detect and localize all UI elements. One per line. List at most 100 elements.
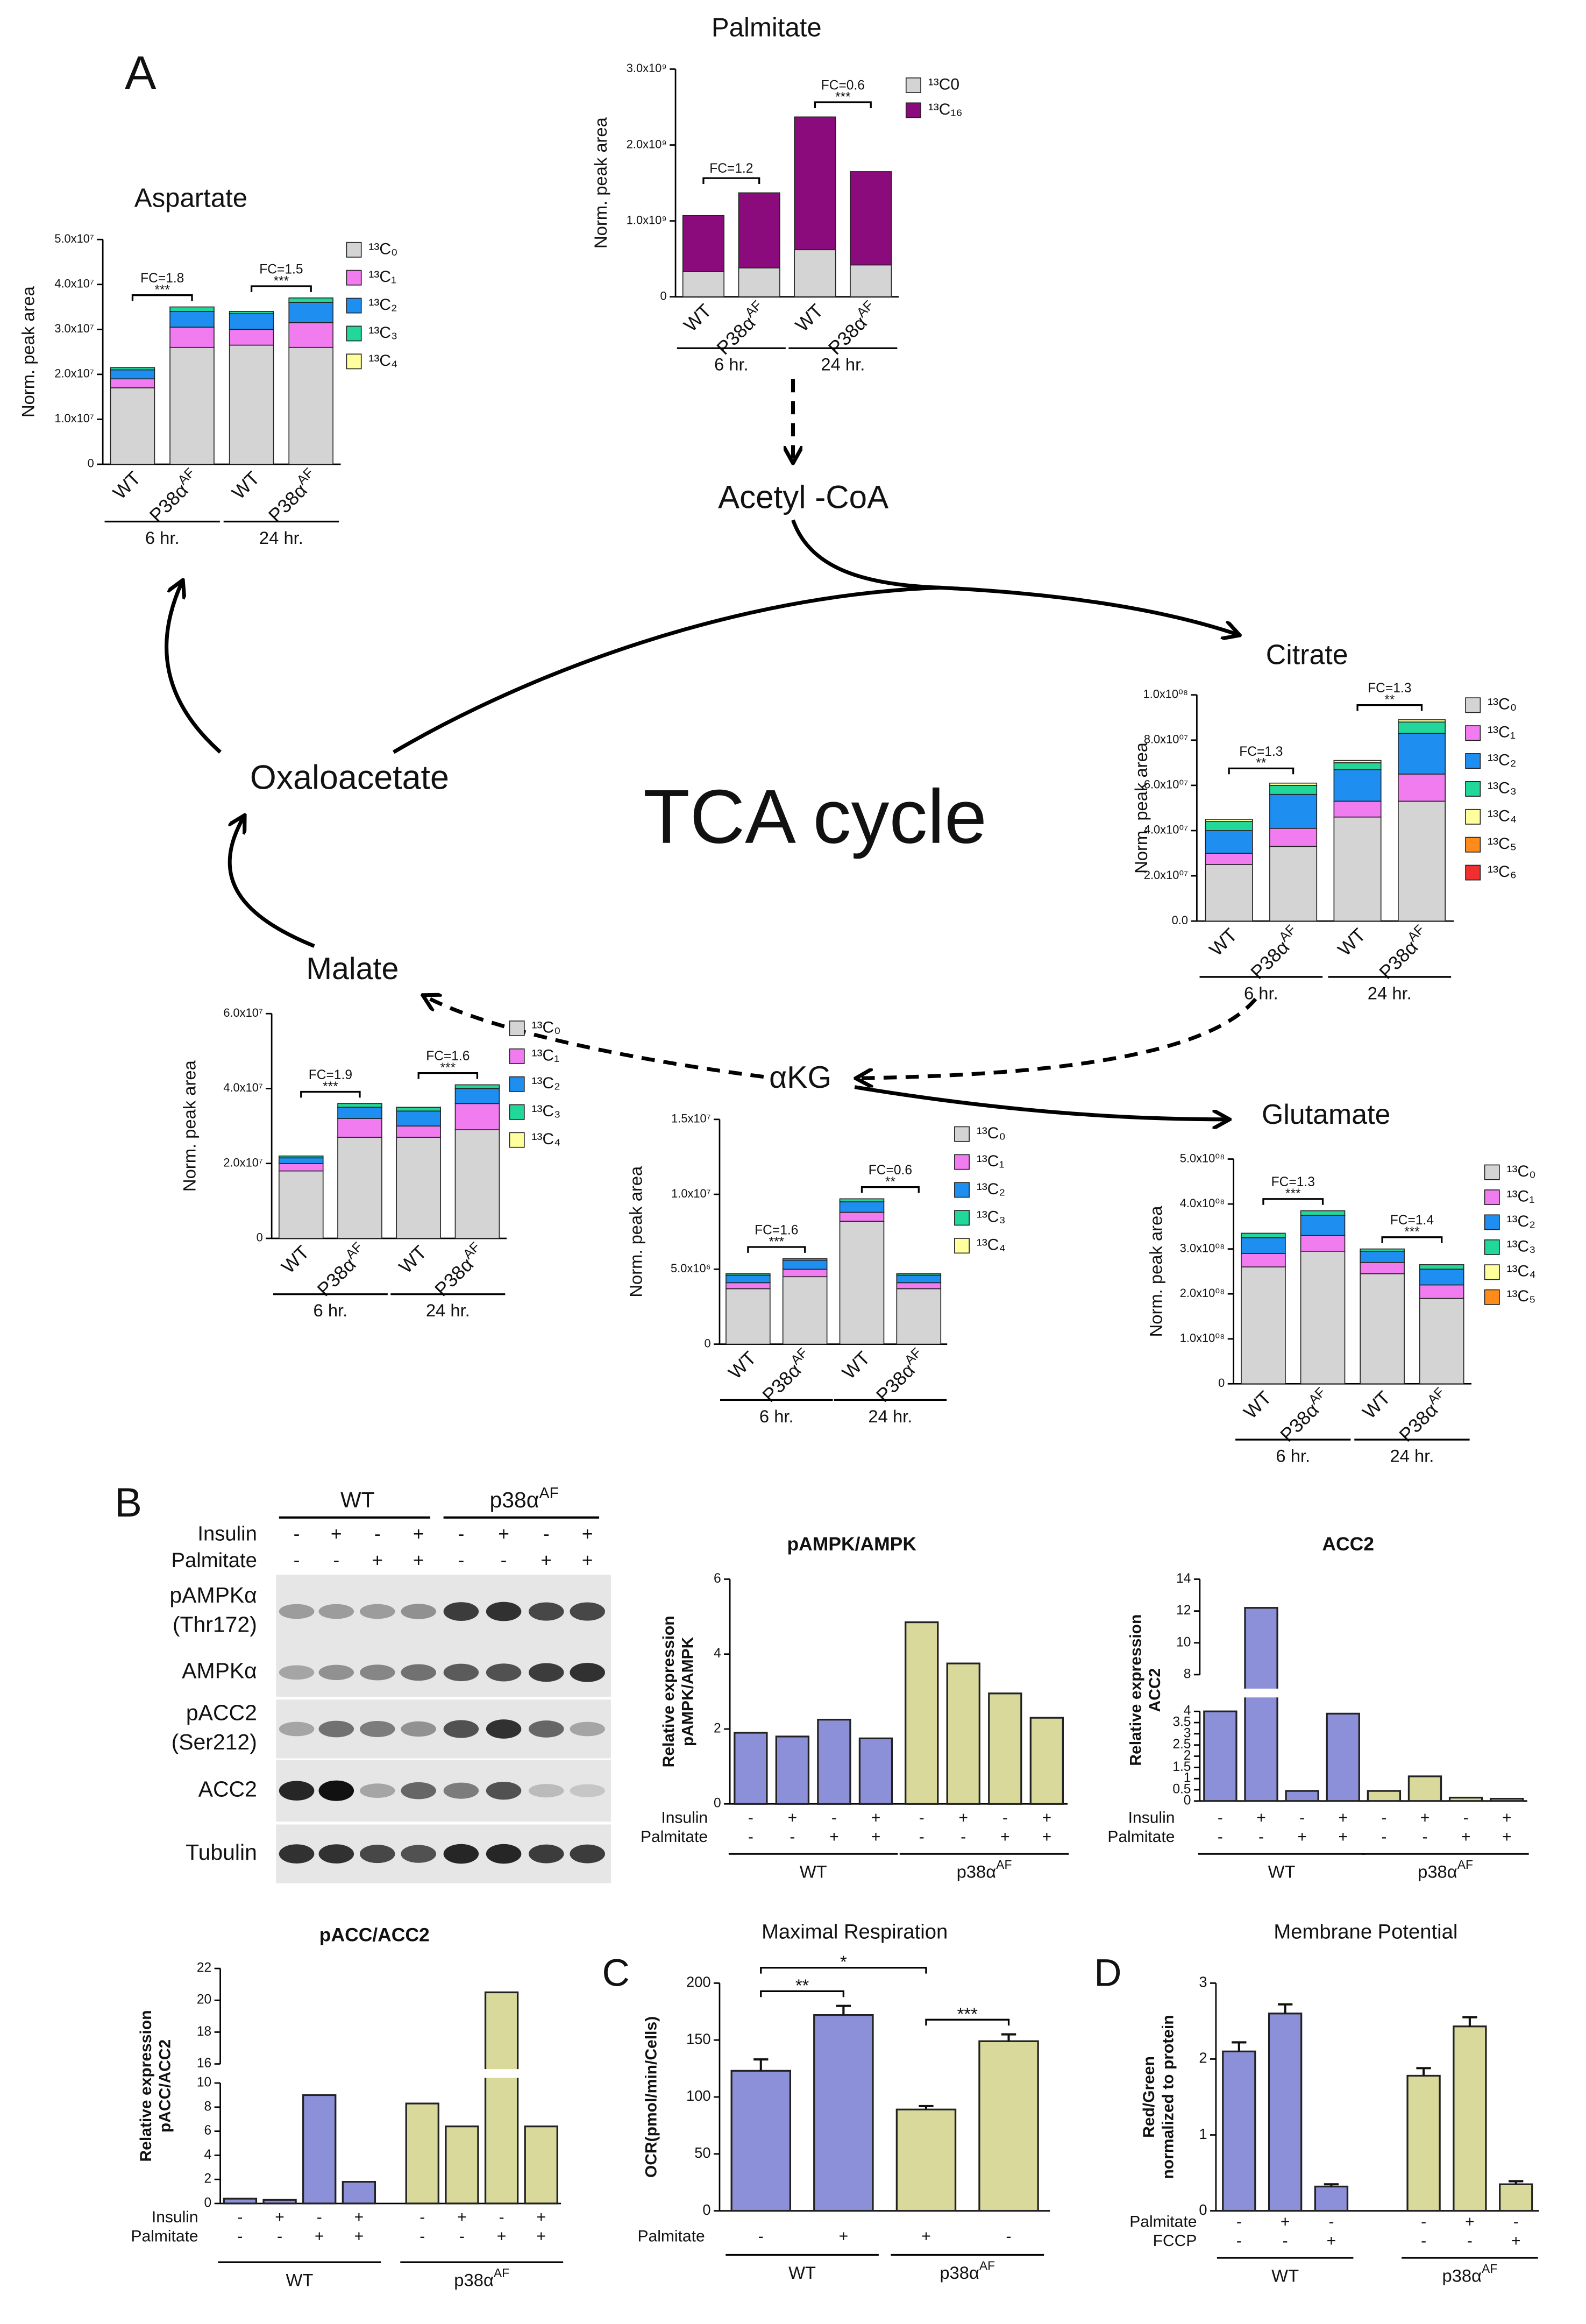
y-axis-label: ACC2 [1146,1668,1164,1712]
y-tick-label: 8.0x10⁰⁷ [1144,733,1188,746]
bar-segment [839,1198,885,1202]
legend-label: ¹³C₄ [368,352,397,370]
bar-segment [782,1258,828,1261]
legend-swatch [509,1048,525,1064]
bar-segment [169,327,215,348]
condition-sign: - [317,2208,322,2226]
group-label: 6 hr. [1244,983,1278,1003]
legend-swatch [954,1238,970,1254]
condition-label: Palmitate [1107,1828,1175,1846]
bar-segment [396,1137,441,1239]
condition-sign: - [1283,2232,1288,2250]
significance-stars: ** [885,1175,896,1189]
blot-band [529,1844,564,1864]
significance-bracket [1381,1236,1443,1243]
pathway-arrow [227,817,315,948]
y-axis-label: Relative expression [660,1616,678,1767]
bar-segment [110,387,155,465]
bar-segment [110,367,155,371]
bar-segment [738,267,780,297]
condition-sign: - [501,1549,507,1571]
condition-sign: + [921,2228,931,2245]
error-bar [1462,2016,1477,2027]
bar [445,2125,479,2205]
bar [1285,1790,1319,1802]
group-label: 24 hr. [1368,983,1412,1003]
y-tick-label: 2 [1184,1748,1191,1763]
condition-sign: + [1327,2232,1336,2250]
chart-title: ACC2 [1322,1533,1374,1555]
significance-stars: *** [957,2004,978,2024]
group-label: WT [800,1861,827,1881]
blot-band [318,1780,354,1801]
bar-segment [169,306,215,312]
y-tick-label: 2 [714,1721,721,1735]
condition-sign: - [1236,2213,1242,2230]
y-axis-label: Norm. peak area [1146,1206,1165,1337]
bar-segment [337,1107,382,1119]
bar [775,1735,810,1805]
legend-label: ¹³C₄ [1507,1263,1536,1280]
y-tick-label: 3.0x10⁹ [627,61,667,75]
bar [858,1737,893,1805]
bar-segment [454,1103,500,1130]
bar-segment [1333,816,1382,922]
blot-band [570,1721,605,1737]
bar [730,2070,792,2212]
pathway-arrow [858,997,1257,1078]
group-label: 24 hr. [821,355,865,374]
condition-sign: + [315,2228,324,2245]
y-tick-label: 0 [257,1231,263,1244]
pathway-arrow [854,1085,1228,1120]
bar-segment [682,271,724,297]
y-tick-label: 0 [1199,2201,1207,2218]
bar [946,1662,980,1805]
bar-segment [839,1201,885,1213]
bar-segment [1205,864,1253,922]
y-tick-label: 0.0 [1172,913,1188,927]
condition-label: Insulin [197,1522,257,1546]
bar-segment [337,1137,382,1239]
blot-band [318,1844,354,1864]
bar-segment [288,297,333,303]
legend-label: ¹³C₀ [1507,1163,1536,1180]
error-bar [1324,2183,1339,2187]
bar-segment [229,329,274,346]
chart-title: Aspartate [134,183,247,212]
y-tick-label: 8 [204,2099,212,2114]
condition-sign: + [275,2208,285,2226]
significance-bracket [702,177,760,185]
y-tick-label: 2.0x10⁰⁷ [1144,868,1188,882]
legend-label: ¹³C₃ [1488,779,1517,797]
bar-segment [1269,782,1318,786]
condition-sign: - [748,1809,753,1826]
bar-segment [1360,1251,1405,1263]
y-tick-label: 4 [714,1646,721,1661]
axis-break [1191,1688,1527,1698]
legend-swatch [346,325,362,342]
chart-title: Citrate [1266,639,1348,670]
y-tick-label: 2.0x10⁷ [223,1156,263,1169]
legend-label: ¹³C₃ [368,324,397,342]
bar-segment [1300,1210,1346,1216]
panel-label: C [602,1952,630,1994]
error-bar [1416,2067,1431,2076]
group-label-main: p38α [1418,1861,1457,1881]
blot-band [443,1602,479,1621]
y-tick-label: 3.5 [1172,1715,1191,1730]
bar-segment [1300,1235,1346,1252]
condition-sign: - [458,1523,464,1544]
y-tick-label: 14 [1176,1571,1191,1586]
y-tick-label: 6 [714,1571,721,1586]
condition-sign: + [354,2208,364,2226]
legend-label: ¹³C₂ [531,1074,560,1092]
y-tick-label: 0 [660,289,667,302]
condition-label: Insulin [661,1809,708,1826]
condition-sign: - [419,2228,425,2245]
y-tick-label: 1.0x10⁷ [671,1187,711,1200]
bar-segment [110,378,155,388]
group-label-main: WT [800,1861,827,1881]
bar-segment [1333,769,1382,802]
y-tick-label: 0 [714,1796,721,1811]
